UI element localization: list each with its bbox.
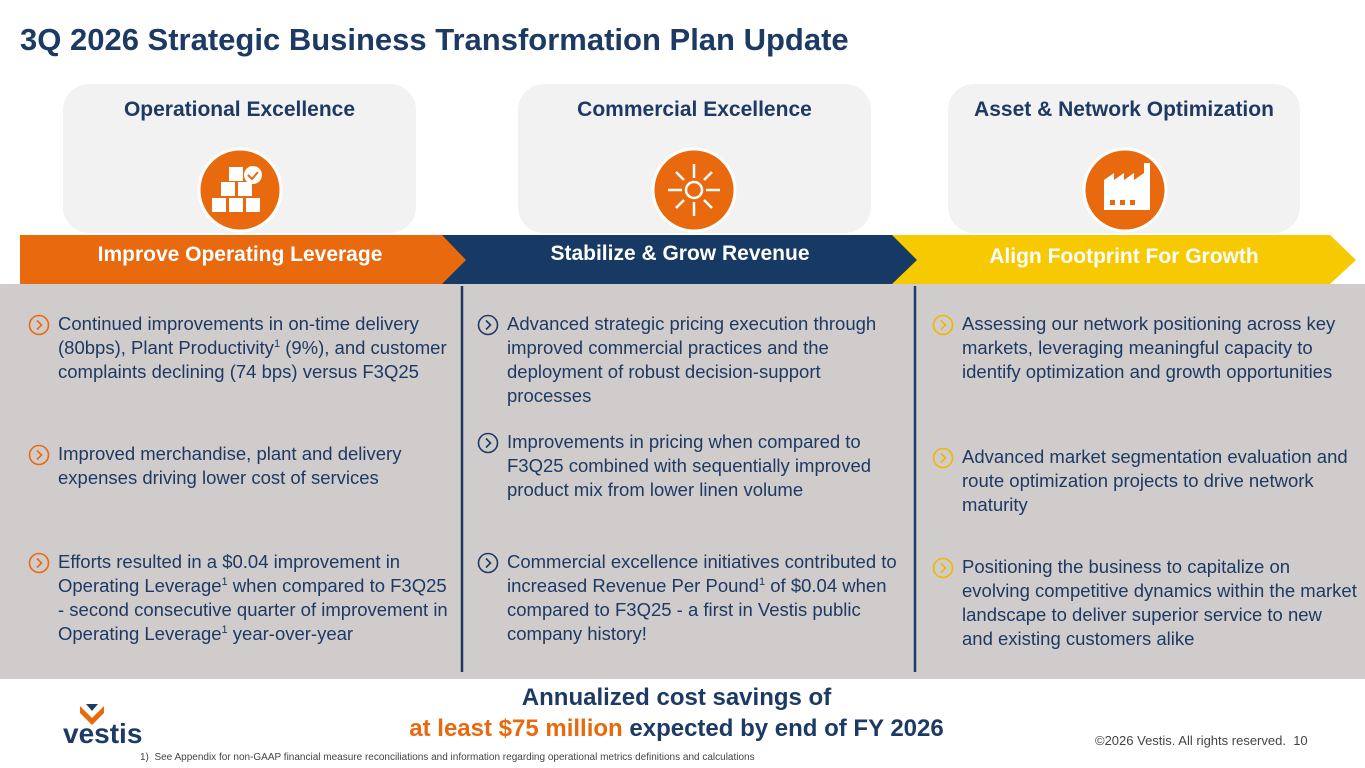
footnote: 1) See Appendix for non-GAAP financial m… [140, 752, 755, 763]
bullet-segment: Advanced strategic pricing execution thr… [507, 313, 877, 406]
superscript: 1 [221, 575, 228, 588]
superscript: 1 [221, 623, 228, 636]
bullet-segment: Continued improvements in on-time delive… [58, 313, 419, 358]
icon-network [651, 147, 737, 233]
bullet-segment: Positioning the business to capitalize o… [962, 556, 1357, 649]
logo-text: vestis [63, 718, 143, 749]
bullet-segment: Improvements in pricing when compared to… [507, 431, 872, 500]
bullet-icon [932, 447, 954, 469]
bullet-text: Assessing our network positioning across… [932, 312, 1357, 384]
content-panel [0, 284, 1365, 679]
theme-arrow [440, 235, 917, 284]
bullet-icon [477, 552, 499, 574]
bullet-segment: year-over-year [227, 623, 354, 644]
bullet-text: Advanced strategic pricing execution thr… [477, 312, 897, 408]
bullet-icon [477, 314, 499, 336]
superscript: 1 [273, 337, 281, 350]
copyright: ©2026 Vestis. All rights reserved. 10 [1095, 733, 1308, 748]
bullet-segment: Efforts resulted in a $0.04 improvement … [58, 551, 401, 596]
copyright-text: ©2026 Vestis. All rights reserved. [1095, 733, 1286, 748]
bullet-segment: of $0.04 when compared to F3Q25 - a firs… [507, 575, 887, 644]
title: 3Q 2026 Strategic Business Transformatio… [20, 22, 849, 57]
summary-line: at least $75 million expected by end of … [0, 715, 1353, 743]
theme-arrow [20, 235, 466, 284]
bullet-icon [932, 557, 954, 579]
page-number: 10 [1293, 733, 1308, 748]
theme-label: Improve Operating Leverage [97, 243, 383, 266]
bullet-icon [28, 444, 50, 466]
bullet-text: Advanced market segmentation evaluation … [932, 445, 1357, 517]
bullet-text: Efforts resulted in a $0.04 improvement … [28, 550, 448, 646]
bullet-segment: Assessing our network positioning across… [962, 313, 1336, 382]
bullet-icon [932, 314, 954, 336]
pillar-title: Asset & Network Optimization [974, 98, 1274, 121]
pillar-title: Operational Excellence [123, 98, 356, 121]
theme-label: Stabilize & Grow Revenue [550, 242, 810, 265]
bullet-segment: (9%), and customer complaints declining … [58, 337, 447, 382]
logo-mark [80, 704, 104, 725]
bullet-icon [477, 432, 499, 454]
bullet-icon [28, 552, 50, 574]
superscript: 1 [758, 575, 766, 588]
bullet-segment: when compared to F3Q25 - second consecut… [58, 575, 448, 644]
summary-text: expected by end of FY 2026 [622, 715, 944, 742]
icon-factory [1082, 147, 1168, 233]
bullet-segment: Commercial excellence initiatives contri… [507, 551, 897, 596]
theme-arrow [890, 235, 1356, 284]
bullet-text: Commercial excellence initiatives contri… [477, 550, 897, 646]
bullet-text: Improved merchandise, plant and delivery… [28, 442, 448, 490]
bullet-text: Improvements in pricing when compared to… [477, 430, 897, 502]
theme-label: Align Footprint For Growth [989, 245, 1259, 268]
summary-highlight: at least $75 million [409, 715, 623, 742]
pillar-title: Commercial Excellence [577, 98, 812, 121]
bullet-segment: Advanced market segmentation evaluation … [962, 446, 1348, 515]
bullet-segment: Improved merchandise, plant and delivery… [58, 443, 402, 488]
summary-line: Annualized cost savings of [521, 684, 832, 711]
bullet-text: Positioning the business to capitalize o… [932, 555, 1357, 651]
bullet-icon [28, 314, 50, 336]
bullet-text: Continued improvements in on-time delive… [28, 312, 448, 384]
icon-boxes [197, 147, 283, 233]
